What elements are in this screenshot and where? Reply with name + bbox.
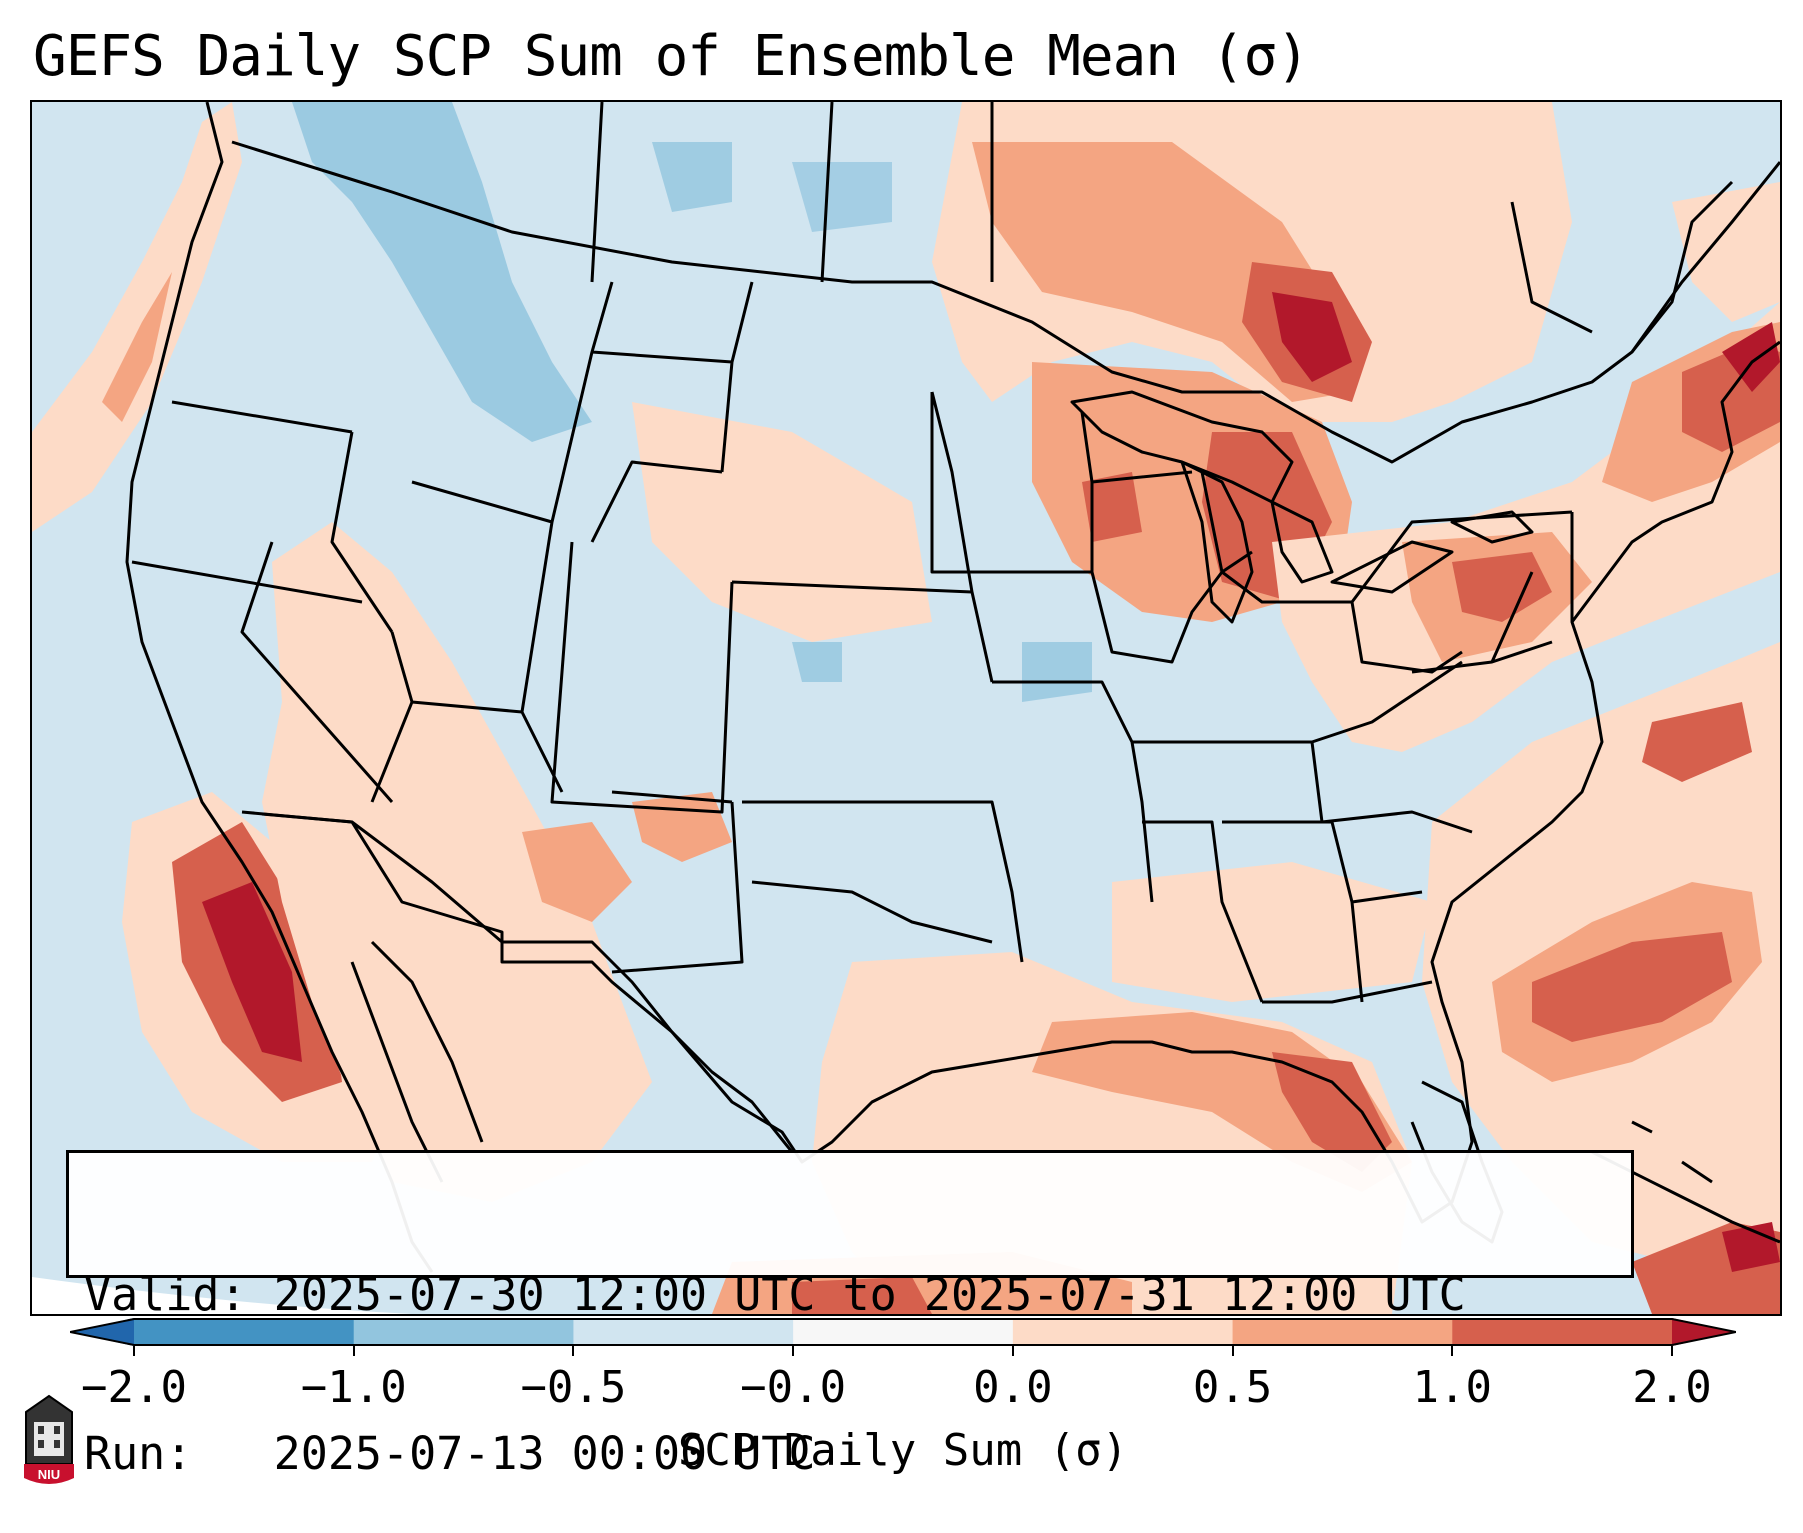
colorbar-tick-mark — [1011, 1346, 1014, 1356]
us-outline — [125, 102, 1780, 1273]
colorbar — [70, 1318, 1736, 1346]
colorbar-extend-high — [1672, 1318, 1736, 1346]
colorbar-tick-mark — [352, 1346, 355, 1356]
colorbar-tick-mark — [792, 1346, 795, 1356]
colorbar-tick-label: 0.0 — [973, 1362, 1053, 1413]
colorbar-tick-label: −0.5 — [520, 1362, 627, 1413]
map-title: GEFS Daily SCP Sum of Ensemble Mean (σ) — [33, 24, 1310, 89]
colorbar-segment — [1232, 1318, 1453, 1346]
colorbar-tick-mark — [1451, 1346, 1454, 1356]
niu-logo-icon: NIU — [24, 1394, 74, 1484]
borders — [125, 102, 1780, 1273]
scp-map[interactable] — [32, 102, 1780, 1314]
colorbar-tick-mark — [133, 1346, 135, 1356]
negative-anomaly-patches — [292, 102, 1092, 702]
colorbar-segment — [134, 1318, 355, 1346]
colorbar-extend-low — [70, 1318, 134, 1346]
colorbar-tick-label: −2.0 — [81, 1362, 187, 1413]
colorbar-svg — [70, 1318, 1736, 1346]
valid-time-text: Valid: 2025-07-30 12:00 UTC to 2025-07-3… — [84, 1268, 1466, 1321]
colorbar-tick-label: 0.5 — [1192, 1362, 1273, 1413]
colorbar-tick-mark — [1231, 1346, 1234, 1356]
colorbar-segment — [1452, 1318, 1673, 1346]
great-lakes — [1070, 390, 1534, 624]
niu-logo-text: NIU — [38, 1467, 60, 1482]
colorbar-tick-label: −0.0 — [740, 1362, 847, 1413]
colorbar-tick-mark — [1671, 1346, 1673, 1356]
colorbar-segment — [573, 1318, 794, 1346]
run-time-text: Run: 2025-07-13 00:00 UTC — [84, 1427, 816, 1480]
valid-run-info-box: Valid: 2025-07-30 12:00 UTC to 2025-07-3… — [66, 1150, 1634, 1480]
colorbar-segment — [353, 1318, 574, 1346]
projection-edge — [32, 1277, 732, 1314]
colorbar-segment — [1012, 1318, 1234, 1346]
anomaly-field — [32, 102, 1780, 1314]
colorbar-tick-label: 2.0 — [1632, 1362, 1712, 1413]
colorbar-label: SCP Daily Sum (σ) — [677, 1425, 1129, 1476]
colorbar-tick-label: −1.0 — [300, 1362, 407, 1413]
colorbar-segment — [793, 1318, 1014, 1346]
mexico-border — [261, 812, 794, 1153]
colorbar-tick-label: 1.0 — [1412, 1362, 1493, 1413]
colorbar-tick-mark — [572, 1346, 575, 1356]
map-panel[interactable] — [30, 100, 1782, 1316]
